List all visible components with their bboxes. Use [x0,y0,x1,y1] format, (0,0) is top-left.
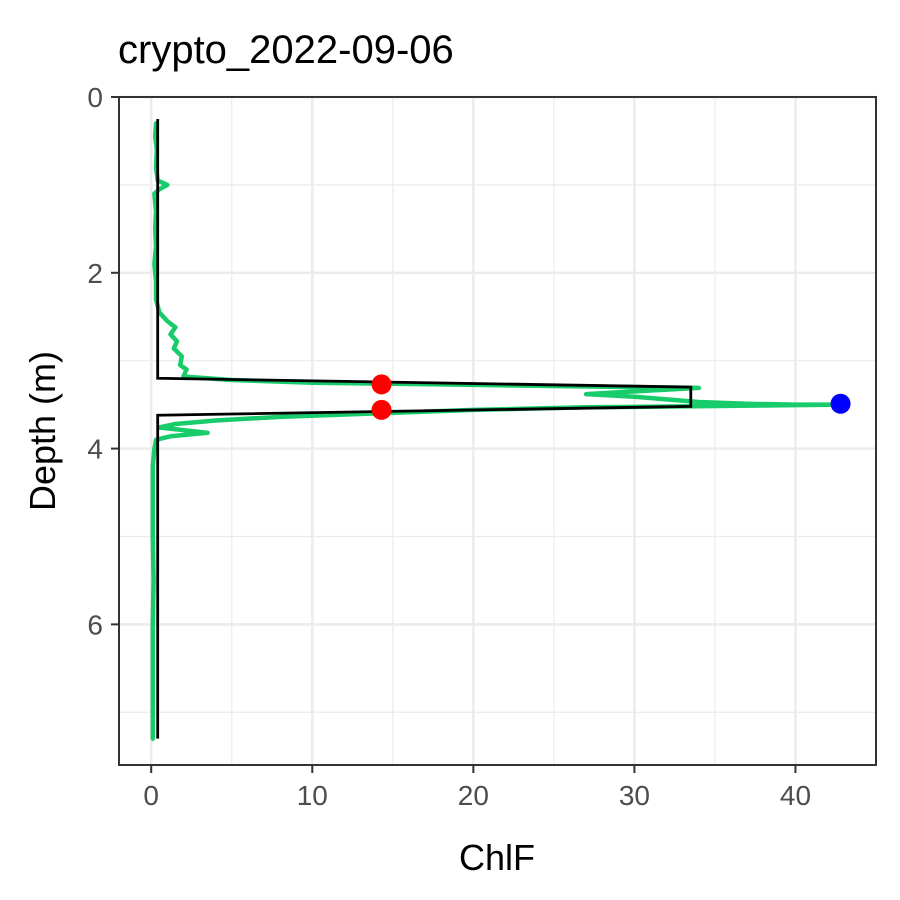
x-tick-label: 20 [458,780,489,811]
x-tick-label: 30 [619,780,650,811]
layer-boundary-point [371,399,392,420]
fitted-layer-line [156,119,693,739]
x-tick-label: 40 [780,780,811,811]
x-axis-title: ChlF [459,837,535,878]
plot-data [150,119,851,741]
y-tick-label: 0 [87,82,103,113]
y-tick-label: 4 [87,434,103,465]
plot-panel-border [118,96,877,766]
y-axis-title: Depth (m) [22,351,63,511]
x-tick-label: 0 [143,780,159,811]
x-tick-label: 10 [297,780,328,811]
axes: 0 10 20 30 40 0 2 4 6 [87,82,811,811]
chart-title: crypto_2022-09-06 [118,28,454,72]
y-tick-label: 6 [87,609,103,640]
layer-boundary-point [371,374,392,395]
grid [119,95,876,765]
chlf-profile-line [150,121,845,741]
y-tick-label: 2 [87,258,103,289]
maximum-point [830,393,851,414]
